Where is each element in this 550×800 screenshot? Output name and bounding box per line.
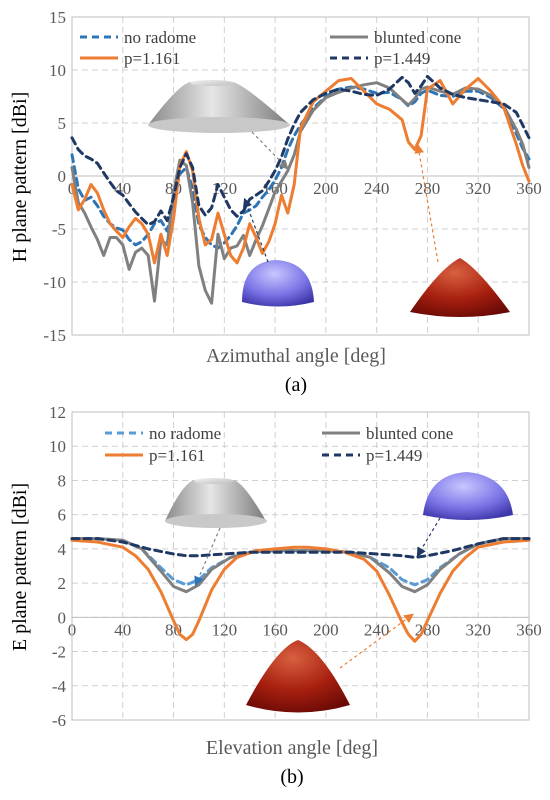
sphere-cap-blue-image-a xyxy=(242,260,314,307)
p1-legend-label-4: p=1.449 xyxy=(374,49,430,68)
p2-xtick-label: 200 xyxy=(313,620,339,639)
p2-legend-label-2: blunted cone xyxy=(366,424,453,443)
p1-legend-label-1: no radome xyxy=(124,28,196,47)
arrow-pointed-cone-a xyxy=(414,143,439,263)
p2-ytick-label: 4 xyxy=(58,540,67,559)
sphere-cap-blue-image-b xyxy=(423,472,513,520)
p1-series-line-1 xyxy=(70,85,531,250)
p2-xtick-label: 360 xyxy=(516,620,542,639)
panel-a-caption: (a) xyxy=(285,374,307,396)
p2-xtick-label: 240 xyxy=(364,620,390,639)
p2-ytick-label: 0 xyxy=(58,608,67,627)
p2-series-line-2 xyxy=(70,537,531,594)
p2-ytick-label: -6 xyxy=(52,711,66,730)
p2-xtick-label: 0 xyxy=(68,620,77,639)
p1-xtick-label: 360 xyxy=(516,179,542,198)
p2-series-line-4 xyxy=(70,537,531,559)
p1-series-line-4 xyxy=(70,74,531,227)
p2-legend-label-4: p=1.449 xyxy=(366,446,422,465)
panel-b-xlabel: Elevation angle [deg] xyxy=(206,737,378,759)
p1-series-line-3 xyxy=(70,77,531,265)
p2-xtick-label: 40 xyxy=(114,620,131,639)
p1-series-line-2 xyxy=(70,81,531,305)
p2-series-line-3 xyxy=(70,538,531,643)
arrow-sphere-cap-a xyxy=(243,197,269,263)
p2-xtick-label: 80 xyxy=(165,620,182,639)
p1-ytick-label: 0 xyxy=(58,167,67,186)
blunted-cone-image-b xyxy=(165,478,267,528)
p2-legend-label-3: p=1.161 xyxy=(149,446,205,465)
p2-xtick-label: 160 xyxy=(262,620,288,639)
p1-ytick-label: -5 xyxy=(52,220,66,239)
p1-xtick-label: 280 xyxy=(415,179,441,198)
arrow-blunted-cone-a xyxy=(251,131,289,170)
panel-b-caption: (b) xyxy=(280,766,303,788)
p1-xtick-label: 240 xyxy=(364,179,390,198)
pointed-cone-red-image-b xyxy=(246,640,350,713)
p1-ytick-label: -15 xyxy=(43,326,66,345)
p2-ytick-label: 12 xyxy=(49,403,66,422)
p2-plot-frame xyxy=(71,411,530,721)
p1-legend-label-2: blunted cone xyxy=(374,28,461,47)
p2-ytick-label: 8 xyxy=(58,471,67,490)
p2-ytick-label: -4 xyxy=(52,677,67,696)
p2-ytick-label: 2 xyxy=(58,574,67,593)
p1-ytick-label: 5 xyxy=(58,114,67,133)
p2-xtick-label: 120 xyxy=(212,620,238,639)
p2-xtick-label: 320 xyxy=(465,620,491,639)
panel-b-ylabel: E plane pattern [dBi] xyxy=(9,483,31,651)
p1-ytick-label: 10 xyxy=(49,61,66,80)
p1-xtick-label: 200 xyxy=(313,179,339,198)
arrow-blunted-cone-b xyxy=(194,527,221,587)
p1-ytick-label: -10 xyxy=(43,273,66,292)
panel-a-xlabel: Azimuthal angle [deg] xyxy=(206,345,386,367)
panel-a-ylabel: H plane pattern [dBi] xyxy=(9,92,31,263)
p1-ytick-label: 15 xyxy=(49,8,66,27)
p1-legend-label-3: p=1.161 xyxy=(124,49,180,68)
p2-legend-label-1: no radome xyxy=(149,424,221,443)
p1-xtick-label: 320 xyxy=(465,179,491,198)
p2-ytick-label: -2 xyxy=(52,643,66,662)
p2-ytick-label: 6 xyxy=(58,506,67,525)
blunted-cone-image-a xyxy=(148,80,290,133)
p2-ytick-label: 10 xyxy=(49,437,66,456)
arrow-sphere-cap-b xyxy=(416,517,441,558)
pointed-cone-red-image-a xyxy=(410,258,510,317)
arrow-pointed-cone-b xyxy=(339,613,414,669)
